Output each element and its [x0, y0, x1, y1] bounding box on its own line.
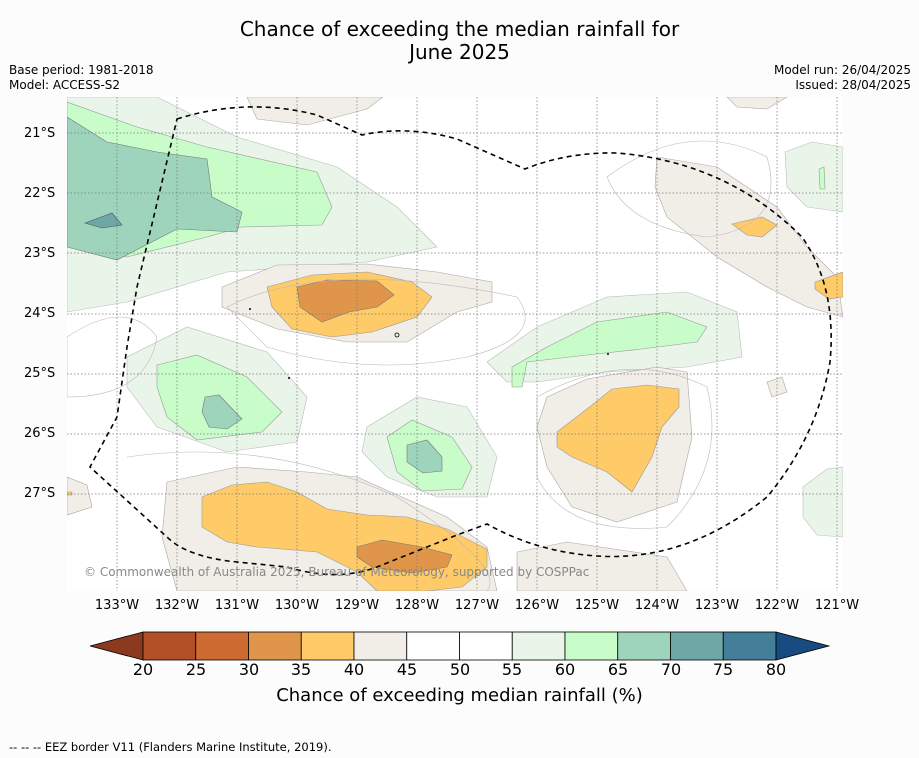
colorbar-tick: 45 [396, 660, 418, 679]
lon-label: 126°W [514, 598, 560, 613]
colorbar-extend-low [90, 631, 144, 661]
model-run: Model run: 26/04/2025 [773, 63, 911, 77]
colorbar-segment [248, 631, 302, 661]
colorbar-segment [459, 631, 513, 661]
colorbar-segment [142, 631, 197, 661]
colorbar-extend-high [775, 631, 830, 661]
lon-label: 123°W [694, 598, 740, 613]
lon-label: 124°W [634, 598, 680, 613]
issued-date: Issued: 28/04/2025 [795, 78, 911, 92]
colorbar-tick: 60 [554, 660, 576, 679]
lat-label: 25°S [24, 366, 56, 381]
rainfall-map [67, 97, 843, 591]
region-70-75 [84, 212, 123, 229]
lat-label: 22°S [24, 186, 56, 201]
colorbar-segment [564, 631, 619, 661]
colorbar-segment [670, 631, 724, 661]
lat-label: 24°S [24, 306, 56, 321]
colorbar-segment [406, 631, 460, 661]
lat-label: 26°S [24, 426, 56, 441]
chart-title: Chance of exceeding the median rainfall … [0, 18, 919, 64]
colorbar-segment [300, 631, 355, 661]
meta-left: Base period: 1981-2018 Model: ACCESS-S2 [9, 63, 154, 93]
colorbar-label: Chance of exceeding median rainfall (%) [276, 685, 643, 706]
lon-label: 125°W [574, 598, 620, 613]
colorbar-tick: 55 [501, 660, 523, 679]
colorbar-segment [617, 631, 671, 661]
colorbar-tick: 65 [607, 660, 629, 679]
lon-label: 128°W [394, 598, 440, 613]
colorbar [90, 631, 830, 661]
colorbar-tick: 50 [449, 660, 471, 679]
base-period: Base period: 1981-2018 [9, 63, 154, 77]
colorbar-tick: 80 [765, 660, 787, 679]
lon-label: 129°W [334, 598, 380, 613]
colorbar-segment [195, 631, 249, 661]
lon-label: 132°W [154, 598, 200, 613]
lon-label: 121°W [814, 598, 860, 613]
contour-lines [67, 140, 772, 591]
map-panel [67, 97, 843, 591]
lon-label: 122°W [754, 598, 800, 613]
small-marks [249, 308, 609, 379]
lon-label: 127°W [454, 598, 500, 613]
colorbar-tick: 40 [343, 660, 365, 679]
lon-label: 133°W [94, 598, 140, 613]
colorbar-segment [722, 631, 777, 661]
model-name: Model: ACCESS-S2 [9, 78, 121, 92]
colorbar-tick: 20 [132, 660, 154, 679]
colorbar-segments [90, 631, 830, 661]
colorbar-tick: 25 [185, 660, 207, 679]
eez-legend: -- -- -- EEZ border V11 (Flanders Marine… [9, 740, 332, 754]
lon-label: 131°W [214, 598, 260, 613]
lon-label: 130°W [274, 598, 320, 613]
lat-label: 27°S [24, 486, 56, 501]
title-line-2: June 2025 [409, 40, 510, 64]
colorbar-tick: 75 [712, 660, 734, 679]
meta-right: Model run: 26/04/2025 Issued: 28/04/2025 [774, 63, 911, 93]
lat-label: 21°S [24, 126, 56, 141]
colorbar-tick: 30 [238, 660, 260, 679]
eez-border [88, 106, 832, 576]
colorbar-segment [353, 631, 408, 661]
lat-label: 23°S [24, 246, 56, 261]
map-credit: © Commonwealth of Australia 2025, Bureau… [84, 565, 590, 579]
colorbar-segment [511, 631, 566, 661]
colorbar-tick: 70 [660, 660, 682, 679]
colorbar-tick: 35 [290, 660, 312, 679]
title-line-1: Chance of exceeding the median rainfall … [239, 17, 680, 41]
